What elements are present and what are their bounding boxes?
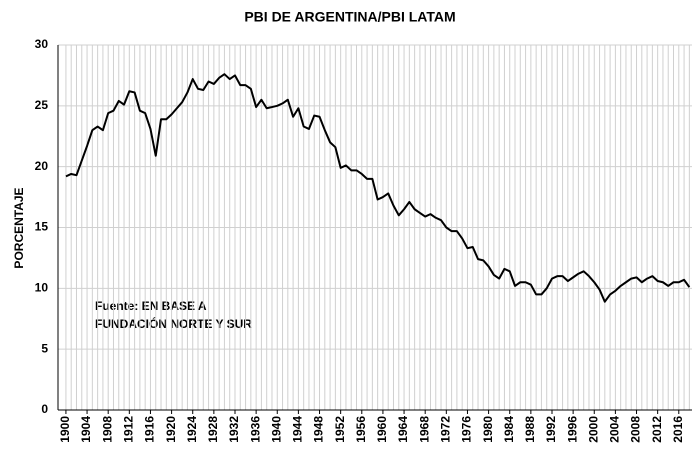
x-tick-label: 1964	[396, 416, 410, 443]
x-tick-label: 1928	[206, 416, 220, 443]
x-tick-label: 1912	[121, 416, 135, 443]
x-tick-label: 1956	[354, 416, 368, 443]
y-tick-label: 5	[41, 341, 48, 355]
x-tick-label: 1972	[438, 416, 452, 443]
x-tick-label: 1916	[143, 416, 157, 443]
line-series	[65, 73, 691, 303]
x-tick-label: 1932	[227, 416, 241, 443]
x-tick-label: 1908	[100, 416, 114, 443]
y-tick-label: 15	[35, 220, 49, 234]
x-tick-label: 1904	[79, 416, 93, 443]
chart-title: PBI DE ARGENTINA/PBI LATAM	[244, 9, 455, 25]
x-tick-label: 1976	[460, 416, 474, 443]
x-tick-label: 1980	[481, 416, 495, 443]
y-axis-label: PORCENTAJE	[12, 187, 26, 268]
x-tick-label: 1968	[417, 416, 431, 443]
x-tick-label: 1936	[248, 416, 262, 443]
x-tick-label: 2000	[586, 416, 600, 443]
x-tick-label: 1924	[185, 416, 199, 443]
x-tick-label: 1984	[502, 416, 516, 443]
x-tick-label: 1940	[269, 416, 283, 443]
x-tick-label: 1948	[312, 416, 326, 443]
x-tick-label: 2016	[671, 416, 685, 443]
x-tick-label: 2008	[629, 416, 643, 443]
y-tick-label: 0	[41, 402, 48, 416]
x-tick-label: 1952	[333, 416, 347, 443]
y-tick-label: 30	[35, 37, 49, 51]
x-tick-label: 1960	[375, 416, 389, 443]
x-tick-label: 2012	[650, 416, 664, 443]
x-tick-label: 1920	[164, 416, 178, 443]
x-tick-label: 1988	[523, 416, 537, 443]
x-tick-label: 1944	[291, 416, 305, 443]
x-tick-label: 2004	[608, 416, 622, 443]
x-tick-label: 1992	[544, 416, 558, 443]
y-tick-label: 10	[35, 281, 49, 295]
y-tick-label: 25	[35, 98, 49, 112]
x-tick-label: 1900	[58, 416, 72, 443]
x-tick-label: 1996	[565, 416, 579, 443]
y-tick-label: 20	[35, 159, 49, 173]
